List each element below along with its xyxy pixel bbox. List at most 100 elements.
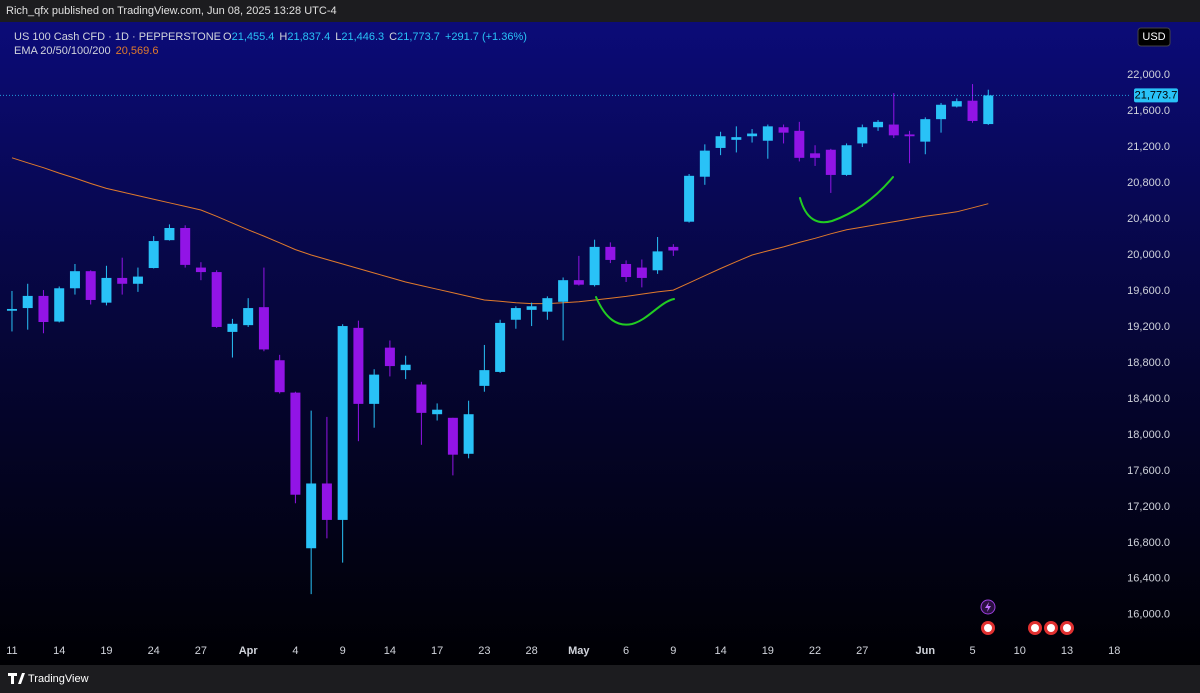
candle-body: [85, 271, 96, 300]
last-price-badge: [1134, 88, 1178, 103]
x-tick-label: 9: [340, 645, 346, 657]
legend-ema: EMA 20/50/100/200 20,569.6: [14, 45, 158, 57]
y-tick-label: 17,200.0: [1127, 501, 1170, 513]
candle-body: [873, 121, 884, 128]
quote-key: C: [389, 31, 397, 43]
candle-body: [195, 267, 206, 273]
candle-body: [495, 322, 506, 372]
candle-body: [747, 133, 758, 137]
candle-body: [164, 228, 175, 241]
currency-button[interactable]: [1137, 27, 1171, 47]
x-tick-label: 14: [714, 645, 726, 657]
candle-body: [321, 483, 332, 520]
candle-body: [447, 417, 458, 455]
x-tick-label: 28: [525, 645, 537, 657]
x-tick-label: 27: [856, 645, 868, 657]
candle-body: [810, 153, 821, 158]
quote-value: 21,773.7: [397, 31, 440, 43]
x-tick-label: May: [568, 645, 590, 657]
candle-body: [936, 104, 947, 120]
y-tick-label: 20,400.0: [1127, 213, 1170, 225]
candle-body: [699, 150, 710, 177]
candle-body: [117, 277, 128, 284]
change: +291.7 (+1.36%): [445, 31, 527, 43]
candle-body: [306, 483, 317, 549]
x-tick-label: 11: [6, 645, 17, 657]
candle-body: [778, 127, 789, 133]
candle-body: [274, 360, 285, 393]
quote-key: O: [223, 31, 232, 43]
legend-quote: US 100 Cash CFD · 1D · PEPPERSTONE O21,45…: [14, 31, 527, 43]
quote-value: 21,455.4: [232, 31, 275, 43]
last-price-label: 21,773.7: [1135, 89, 1178, 101]
candle-body: [888, 124, 899, 136]
candle-body: [353, 327, 364, 404]
top-bar: [0, 0, 1200, 22]
x-tick-label: 18: [1108, 645, 1120, 657]
candle-body: [211, 272, 222, 327]
brand: TradingView: [28, 673, 89, 685]
candle-body: [132, 276, 143, 284]
x-tick-label: 19: [100, 645, 112, 657]
candle-body: [258, 307, 269, 350]
x-tick-label: 22: [809, 645, 821, 657]
candle-body: [479, 370, 490, 386]
y-tick-label: 22,000.0: [1127, 69, 1170, 81]
annotation-curve: [799, 176, 894, 224]
candle-body: [636, 267, 647, 278]
symbol: US 100 Cash CFD · 1D · PEPPERSTONE: [14, 31, 221, 43]
candle-body: [668, 246, 679, 251]
ema-name: EMA 20/50/100/200: [14, 45, 111, 57]
y-tick-label: 18,800.0: [1127, 357, 1170, 369]
quote-value: 21,446.3: [341, 31, 384, 43]
candle-body: [621, 263, 632, 278]
candle-body: [337, 326, 348, 520]
x-tick-label: 5: [969, 645, 975, 657]
bottom-bar: [0, 665, 1200, 693]
x-tick-label: 27: [195, 645, 207, 657]
x-tick-label: 23: [478, 645, 490, 657]
annotation-curve: [595, 296, 675, 326]
candle-body: [684, 175, 695, 222]
candle-body: [432, 409, 443, 415]
candle-body: [54, 288, 65, 322]
x-tick-label: Apr: [239, 645, 259, 657]
quote-value: 21,837.4: [287, 31, 330, 43]
y-tick-label: 17,600.0: [1127, 465, 1170, 477]
candle-body: [148, 241, 159, 269]
candle-body: [920, 119, 931, 142]
candle-body: [558, 280, 569, 302]
x-tick-label: 24: [148, 645, 160, 657]
x-tick-label: 10: [1014, 645, 1026, 657]
candle-body: [101, 277, 112, 303]
y-tick-label: 16,000.0: [1127, 609, 1170, 621]
candle-body: [526, 306, 537, 310]
quote-key: L: [335, 31, 341, 43]
candle-body: [762, 126, 773, 141]
plot-background: [0, 22, 1200, 665]
candle-body: [369, 374, 380, 404]
brand-logo: [8, 673, 25, 684]
candle-body: [463, 414, 474, 454]
candle-body: [983, 95, 994, 125]
candle-body: [573, 280, 584, 285]
candle-body: [794, 130, 805, 158]
candle-body: [384, 347, 395, 367]
x-tick-label: 17: [431, 645, 443, 657]
candle-body: [731, 137, 742, 140]
candle-body: [227, 323, 238, 332]
candle-body: [38, 295, 49, 323]
y-tick-label: 18,000.0: [1127, 429, 1170, 441]
y-tick-label: 16,400.0: [1127, 573, 1170, 585]
y-tick-label: 20,000.0: [1127, 249, 1170, 261]
x-tick-label: 4: [292, 645, 298, 657]
candle-body: [400, 364, 411, 371]
candle-body: [904, 134, 915, 137]
candle-body: [290, 392, 301, 495]
candle-body: [841, 145, 852, 175]
candle-body: [605, 246, 616, 260]
candle-body: [951, 101, 962, 107]
x-tick-label: 19: [762, 645, 774, 657]
candle-body: [857, 127, 868, 144]
